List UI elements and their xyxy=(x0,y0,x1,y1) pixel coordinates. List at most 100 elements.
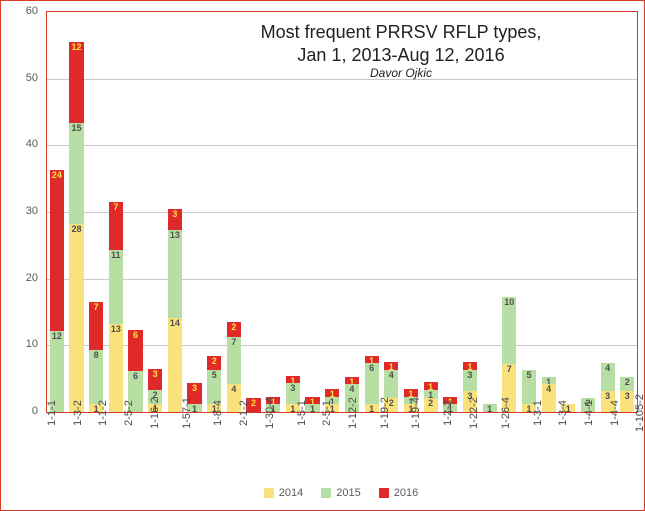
x-label-slot: 1-16-2 xyxy=(149,413,181,468)
bar-segment: 3 xyxy=(168,209,182,230)
y-tick-label: 10 xyxy=(1,338,38,350)
bar-slot: 13117 xyxy=(106,12,126,412)
x-tick-label: 1-57-1 xyxy=(181,397,193,429)
bar-segment: 1 xyxy=(424,382,438,390)
legend: 201420152016 xyxy=(46,487,636,499)
x-label-slot: 1-26-4 xyxy=(500,413,532,468)
chart-frame: 1224281512187131176612314133131524722111… xyxy=(0,0,645,511)
bar-segment: 7 xyxy=(227,337,241,385)
bar-slot: 187 xyxy=(86,12,106,412)
bar-segment: 1 xyxy=(404,389,418,397)
bar-stack: 1 xyxy=(483,404,497,412)
bar-slot: 34 xyxy=(598,12,618,412)
x-label-slot: 1-4-1 xyxy=(583,413,609,468)
x-tick-label: 1-16-2 xyxy=(149,397,161,429)
legend-swatch xyxy=(264,488,274,498)
x-label-slot: 2-1-2 xyxy=(238,413,264,468)
x-tick-label: 1-19-2 xyxy=(379,397,391,429)
legend-swatch xyxy=(321,488,331,498)
bar-segment: 7 xyxy=(109,202,123,250)
x-tick-label: 1-1-1 xyxy=(46,400,58,426)
x-tick-label: 2-5-2 xyxy=(123,400,135,426)
x-tick-label: 1-3-1 xyxy=(532,400,544,426)
x-tick-label: 1-8-4 xyxy=(212,400,224,426)
bar-stack: 187 xyxy=(89,302,103,412)
x-label-slot: 1-19-2 xyxy=(379,413,411,468)
bar-segment: 10 xyxy=(502,297,516,365)
y-tick-label: 20 xyxy=(1,272,38,284)
bar-segment: 2 xyxy=(227,322,241,336)
x-label-slot: 1-3-4 xyxy=(557,413,583,468)
x-tick-label: 2-1-2 xyxy=(238,400,250,426)
x-tick-label: 2-5-1 xyxy=(321,400,333,426)
bar-segment: 1 xyxy=(365,356,379,364)
legend-swatch xyxy=(379,488,389,498)
bar-segment: 2 xyxy=(424,398,438,412)
x-tick-label: 1-105-2 xyxy=(634,394,645,432)
bar-segment: 1 xyxy=(325,389,339,397)
x-label-slot: 2-5-2 xyxy=(123,413,149,468)
x-label-slot: 2-5-1 xyxy=(321,413,347,468)
bar-segment: 28 xyxy=(69,224,83,412)
y-tick-label: 50 xyxy=(1,72,38,84)
bar-segment: 14 xyxy=(168,318,182,412)
bar-segment: 1 xyxy=(365,404,379,412)
bar-slot: 32 xyxy=(617,12,637,412)
bar-slot: 281512 xyxy=(67,12,87,412)
x-tick-label: 1-19-4 xyxy=(410,397,422,429)
x-tick-label: 1-30-4 xyxy=(264,397,276,429)
x-label-slot: 1-12-2 xyxy=(347,413,379,468)
bar-segment: 15 xyxy=(69,123,83,224)
x-label-slot: 1-5-1 xyxy=(296,413,322,468)
x-tick-label: 1-4-1 xyxy=(583,400,595,426)
x-label-slot: 1-1-2 xyxy=(97,413,123,468)
x-tick-label: 1-26-4 xyxy=(500,397,512,429)
bar-slot: 1224 xyxy=(47,12,67,412)
bar-slot: 2 xyxy=(578,12,598,412)
x-tick-label: 1-1-2 xyxy=(97,400,109,426)
bar-segment: 24 xyxy=(50,170,64,331)
bar-segment: 3 xyxy=(620,391,634,412)
y-tick-label: 30 xyxy=(1,205,38,217)
bar-segment: 4 xyxy=(601,363,615,391)
x-tick-label: 1-4-4 xyxy=(609,400,621,426)
bar-segment: 1 xyxy=(286,376,300,384)
bar-segment: 1 xyxy=(542,377,556,385)
bar-stack: 211 xyxy=(424,382,438,412)
x-label-slot: 1-19-4 xyxy=(410,413,442,468)
bar-segment: 1 xyxy=(345,377,359,385)
chart-author: Davor Ojkic xyxy=(221,66,581,80)
bar-stack: 161 xyxy=(365,356,379,412)
bar-segment: 13 xyxy=(109,324,123,412)
y-tick-label: 0 xyxy=(1,405,38,417)
bar-stack: 32 xyxy=(620,377,634,412)
bar-segment: 1 xyxy=(483,404,497,412)
bar-segment: 2 xyxy=(620,377,634,391)
bar-stack: 710 xyxy=(502,297,516,412)
legend-label: 2014 xyxy=(279,487,303,499)
x-label-slot: 1-22-2 xyxy=(468,413,500,468)
x-tick-label: 1-3-4 xyxy=(557,400,569,426)
bar-slot: 14133 xyxy=(165,12,185,412)
x-label-slot: 1-4-4 xyxy=(609,413,635,468)
bar-segment: 3 xyxy=(463,370,477,391)
y-tick-label: 60 xyxy=(1,5,38,17)
legend-label: 2016 xyxy=(394,487,418,499)
y-tick-label: 40 xyxy=(1,138,38,150)
bar-slot: 13 xyxy=(185,12,205,412)
bar-segment: 2 xyxy=(207,356,221,370)
bar-segment: 7 xyxy=(89,302,103,350)
x-label-slot: 1-3-2 xyxy=(72,413,98,468)
bar-stack: 14133 xyxy=(168,209,182,412)
x-label-slot: 1-30-4 xyxy=(264,413,296,468)
bar-stack: 1224 xyxy=(50,170,64,412)
legend-item: 2014 xyxy=(264,487,303,499)
chart-title-line1: Most frequent PRRSV RFLP types, xyxy=(221,21,581,44)
x-labels: 1-1-11-3-21-1-22-5-21-16-21-57-11-8-42-1… xyxy=(46,413,636,468)
bar-segment: 13 xyxy=(168,230,182,318)
bar-segment: 12 xyxy=(69,42,83,123)
x-tick-label: 1-22-2 xyxy=(468,397,480,429)
bar-stack: 472 xyxy=(227,322,241,412)
bar-segment: 3 xyxy=(148,369,162,390)
x-tick-label: 1-12-2 xyxy=(347,397,359,429)
